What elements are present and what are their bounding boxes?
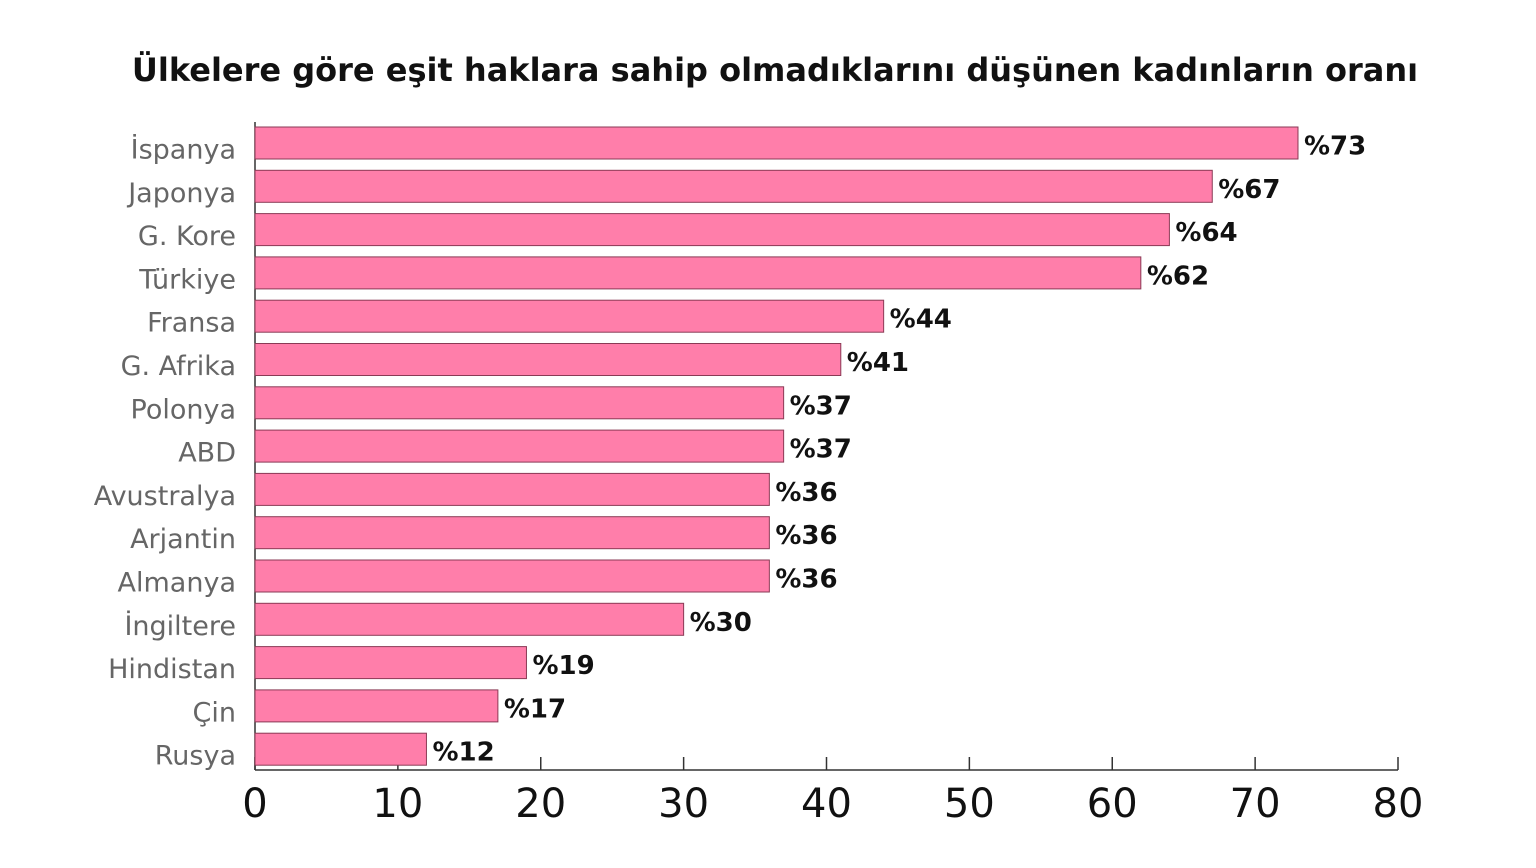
value-label: %30 bbox=[690, 608, 752, 638]
value-label: %36 bbox=[775, 521, 837, 551]
bar bbox=[254, 126, 1299, 160]
bar bbox=[254, 256, 1142, 290]
bar bbox=[254, 732, 427, 766]
bar bbox=[254, 472, 770, 506]
bar bbox=[254, 213, 1170, 247]
value-label: %64 bbox=[1175, 218, 1237, 248]
x-tick-label: 40 bbox=[801, 781, 852, 827]
value-label: %41 bbox=[847, 348, 909, 378]
y-tick-label: G. Afrika bbox=[121, 351, 236, 382]
x-tick-label: 0 bbox=[242, 781, 267, 827]
bar bbox=[254, 689, 499, 723]
value-label: %36 bbox=[775, 565, 837, 595]
y-tick-label: ABD bbox=[178, 438, 236, 469]
x-tick-label: 60 bbox=[1087, 781, 1138, 827]
y-tick-label: Japonya bbox=[126, 178, 236, 209]
value-label: %37 bbox=[790, 391, 852, 421]
y-tick-label: Almanya bbox=[118, 568, 236, 599]
x-tick-label: 50 bbox=[944, 781, 995, 827]
y-tick-label: Avustralya bbox=[94, 481, 236, 512]
y-tick-label: Hindistan bbox=[108, 654, 236, 685]
bar bbox=[254, 299, 885, 333]
value-label: %37 bbox=[790, 435, 852, 465]
bar bbox=[254, 429, 785, 463]
x-tick-label: 10 bbox=[372, 781, 423, 827]
y-tick-label: Fransa bbox=[147, 308, 236, 339]
y-tick-label: İspanya bbox=[131, 134, 236, 166]
chart-title: Ülkelere göre eşit haklara sahip olmadık… bbox=[132, 51, 1418, 89]
value-label: %62 bbox=[1147, 261, 1209, 291]
value-label: %36 bbox=[775, 478, 837, 508]
bar bbox=[254, 386, 785, 420]
value-label: %17 bbox=[504, 694, 566, 724]
y-tick-label: Arjantin bbox=[130, 524, 236, 555]
x-tick-label: 80 bbox=[1373, 781, 1424, 827]
bar bbox=[254, 516, 770, 550]
value-label: %19 bbox=[532, 651, 594, 681]
bar bbox=[254, 169, 1213, 203]
y-tick-label: Türkiye bbox=[138, 264, 236, 295]
value-label: %67 bbox=[1218, 175, 1280, 205]
x-tick-label: 20 bbox=[515, 781, 566, 827]
value-label: %73 bbox=[1304, 132, 1366, 162]
y-tick-label: İngiltere bbox=[124, 610, 236, 642]
bar bbox=[254, 559, 770, 593]
y-tick-label: Rusya bbox=[155, 741, 236, 772]
y-tick-label: Çin bbox=[193, 697, 236, 728]
bar bbox=[254, 343, 842, 376]
value-label: %44 bbox=[890, 305, 952, 335]
y-tick-label: G. Kore bbox=[138, 221, 236, 252]
value-label: %12 bbox=[432, 738, 494, 768]
y-tick-label: Polonya bbox=[131, 394, 237, 425]
bar bbox=[254, 646, 527, 680]
bar bbox=[254, 602, 685, 636]
x-tick-label: 30 bbox=[658, 781, 709, 827]
x-tick-label: 70 bbox=[1230, 781, 1281, 827]
